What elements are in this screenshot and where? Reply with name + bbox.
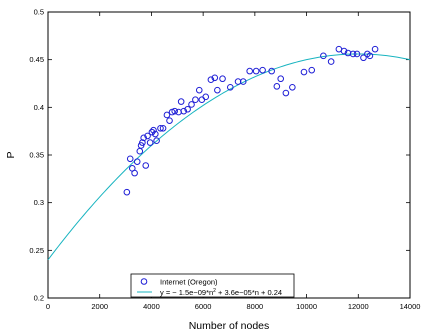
data-point <box>140 134 147 142</box>
data-point <box>157 125 164 132</box>
data-point <box>273 83 281 90</box>
legend-fit-part-2: + 3.6e−05*n + 0.24 <box>216 288 282 297</box>
y-tick-label: 0.35 <box>29 151 44 160</box>
legend-fit-part-1: y = − 1.5e−09*n <box>160 288 213 297</box>
plot-area <box>47 11 411 299</box>
x-tick-labels: 0 2000 4000 6000 8000 10000 12000 14000 <box>46 302 421 311</box>
data-point <box>139 139 146 146</box>
data-point <box>184 105 191 113</box>
y-tick-label: 0.25 <box>29 246 44 255</box>
data-point <box>252 67 260 75</box>
data-point <box>366 52 374 60</box>
data-point <box>349 50 357 58</box>
data-point <box>353 50 361 58</box>
legend: Internet (Oregon) y = − 1.5e−09*n2 + 3.6… <box>130 273 295 298</box>
data-point <box>340 47 348 55</box>
x-tick-label: 14000 <box>400 302 421 311</box>
x-tick-label: 8000 <box>247 302 264 311</box>
data-point <box>239 78 247 85</box>
data-point <box>207 76 215 83</box>
y-tick-label: 0.45 <box>29 55 44 64</box>
data-point <box>159 125 167 132</box>
y-tick-labels: 0.2 0.25 0.3 0.35 0.4 0.45 0.5 <box>29 8 44 303</box>
x-axis-label: Number of nodes <box>189 320 270 332</box>
data-point <box>144 132 151 140</box>
data-point <box>171 107 178 115</box>
data-point <box>202 93 210 101</box>
y-tick-label: 0.3 <box>34 198 44 207</box>
data-point <box>327 58 335 65</box>
data-point <box>166 117 173 124</box>
data-point <box>308 66 316 74</box>
legend-scatter-marker <box>140 278 148 285</box>
data-point <box>153 137 160 144</box>
data-point <box>226 84 234 91</box>
data-point <box>320 52 327 60</box>
data-point <box>146 139 154 146</box>
x-tick-label: 12000 <box>348 302 369 311</box>
x-tick-label: 0 <box>46 302 50 311</box>
x-tick-label: 4000 <box>143 302 160 311</box>
data-point <box>214 86 221 94</box>
legend-box <box>130 273 295 298</box>
data-point <box>195 86 203 94</box>
data-point <box>289 84 296 91</box>
data-point <box>211 74 219 82</box>
data-point <box>371 45 379 53</box>
y-tick-label: 0.2 <box>34 294 44 303</box>
data-point <box>259 66 266 74</box>
legend-fit-label: y = − 1.5e−09*n2 + 3.6e−05*n + 0.24 <box>160 288 282 297</box>
data-point <box>219 75 226 83</box>
data-points <box>123 45 379 196</box>
data-point <box>192 96 199 104</box>
x-tick-label: 6000 <box>195 302 212 311</box>
data-point <box>180 107 188 115</box>
legend-fit-exponent: 2 <box>213 288 216 294</box>
y-axis-label: P <box>5 151 17 158</box>
data-point <box>131 169 138 177</box>
data-point <box>246 67 253 75</box>
data-point <box>282 89 290 97</box>
data-point <box>177 98 185 105</box>
data-point <box>142 162 150 169</box>
data-point <box>277 75 285 83</box>
data-point <box>133 158 141 165</box>
data-point <box>163 111 171 119</box>
data-point <box>268 67 275 75</box>
x-tick-label: 2000 <box>91 302 108 311</box>
x-tick-label: 10000 <box>296 302 317 311</box>
data-point <box>300 68 308 76</box>
y-tick-label: 0.4 <box>34 103 44 112</box>
data-point <box>150 126 157 134</box>
data-point <box>360 54 367 62</box>
legend-scatter-label: Internet (Oregon) <box>160 278 218 287</box>
data-point <box>123 188 131 196</box>
data-point <box>188 101 195 108</box>
data-point <box>126 155 134 163</box>
y-tick-label: 0.5 <box>34 8 44 17</box>
data-point <box>152 130 159 138</box>
data-point <box>148 128 156 136</box>
